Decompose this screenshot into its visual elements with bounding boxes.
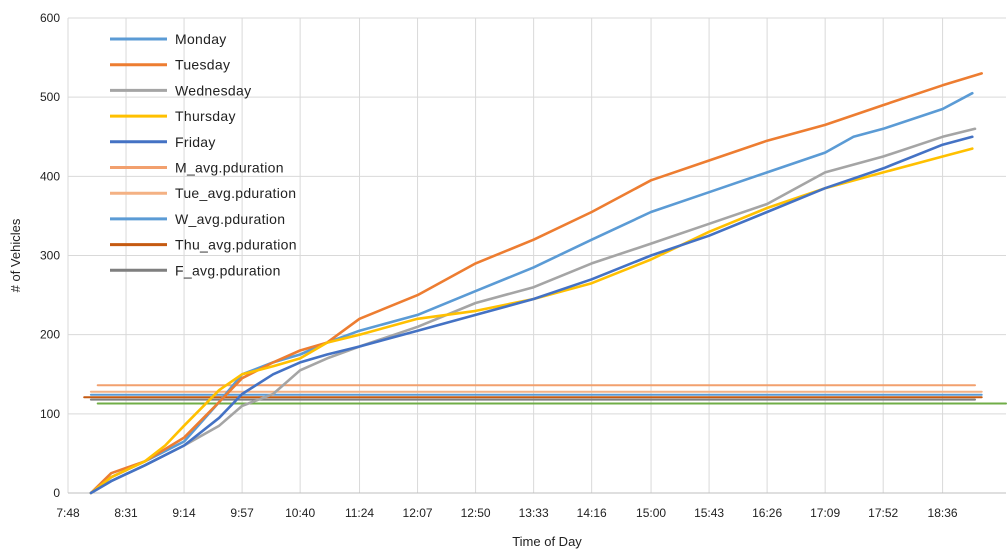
- x-tick-label: 17:09: [810, 506, 840, 520]
- y-tick-label: 100: [40, 407, 60, 421]
- legend-item: M_avg.pduration: [110, 160, 284, 176]
- x-tick-label: 12:50: [461, 506, 491, 520]
- x-tick-label: 14:16: [577, 506, 607, 520]
- legend-item: Monday: [110, 31, 227, 47]
- legend-label: Thursday: [175, 108, 236, 124]
- legend-label: F_avg.pduration: [175, 262, 281, 278]
- legend-item: Tue_avg.pduration: [110, 185, 296, 201]
- x-tick-label: 11:24: [345, 506, 374, 520]
- legend-label: Friday: [175, 134, 216, 150]
- legend-label: Thu_avg.pduration: [175, 237, 297, 253]
- x-tick-label: 18:36: [928, 506, 958, 520]
- y-tick-label: 200: [40, 328, 60, 342]
- legend-item: W_avg.pduration: [110, 211, 285, 227]
- legend-item: Thu_avg.pduration: [110, 237, 297, 253]
- series-group: [84, 73, 1006, 493]
- legend-label: Tue_avg.pduration: [175, 185, 296, 201]
- legend-item: F_avg.pduration: [110, 262, 281, 278]
- y-tick-label: 500: [40, 90, 60, 104]
- x-tick-label: 8:31: [114, 506, 138, 520]
- legend-label: Tuesday: [175, 57, 230, 73]
- y-axis-title: # of Vehicles: [8, 218, 23, 292]
- y-tick-label: 300: [40, 249, 60, 263]
- series-line-tuesday: [91, 73, 982, 493]
- x-tick-label: 16:26: [752, 506, 782, 520]
- x-tick-label: 15:00: [636, 506, 666, 520]
- x-tick-label: 13:33: [519, 506, 549, 520]
- legend-item: Tuesday: [110, 57, 230, 73]
- series-line-monday: [91, 93, 972, 493]
- x-tick-label: 7:48: [56, 506, 80, 520]
- legend-label: W_avg.pduration: [175, 211, 285, 227]
- x-tick-label: 17:52: [868, 506, 898, 520]
- legend-item: Thursday: [110, 108, 236, 124]
- legend-item: Wednesday: [110, 82, 251, 98]
- legend: Monday Tuesday Wednesday Thursday Friday M_av…: [110, 31, 297, 278]
- y-tick-label: 600: [40, 11, 60, 25]
- legend-label: Wednesday: [175, 82, 251, 98]
- x-tick-label: 15:43: [694, 506, 724, 520]
- x-axis-title: Time of Day: [512, 534, 582, 549]
- legend-label: M_avg.pduration: [175, 160, 284, 176]
- x-tick-label: 12:07: [403, 506, 433, 520]
- y-tick-label: 400: [40, 169, 60, 183]
- x-tick-label: 9:57: [230, 506, 254, 520]
- x-tick-label: 10:40: [285, 506, 315, 520]
- legend-label: Monday: [175, 31, 227, 47]
- x-tick-label: 9:14: [172, 506, 196, 520]
- y-tick-label: 0: [53, 486, 60, 500]
